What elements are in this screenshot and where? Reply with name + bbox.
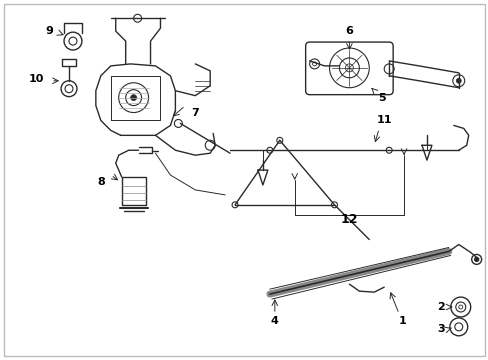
Text: 9: 9 [45, 26, 53, 36]
Text: 10: 10 [28, 74, 44, 84]
Circle shape [455, 78, 460, 83]
Text: 4: 4 [270, 316, 278, 326]
Text: 1: 1 [397, 316, 405, 326]
Text: 6: 6 [345, 26, 353, 36]
Text: 5: 5 [378, 93, 385, 103]
Text: 12: 12 [340, 213, 357, 226]
Text: 8: 8 [97, 177, 104, 187]
Circle shape [130, 95, 136, 100]
Circle shape [474, 257, 478, 261]
Text: 11: 11 [376, 116, 391, 126]
Text: 3: 3 [436, 324, 444, 334]
Text: 2: 2 [436, 302, 444, 312]
Text: 7: 7 [191, 108, 199, 117]
